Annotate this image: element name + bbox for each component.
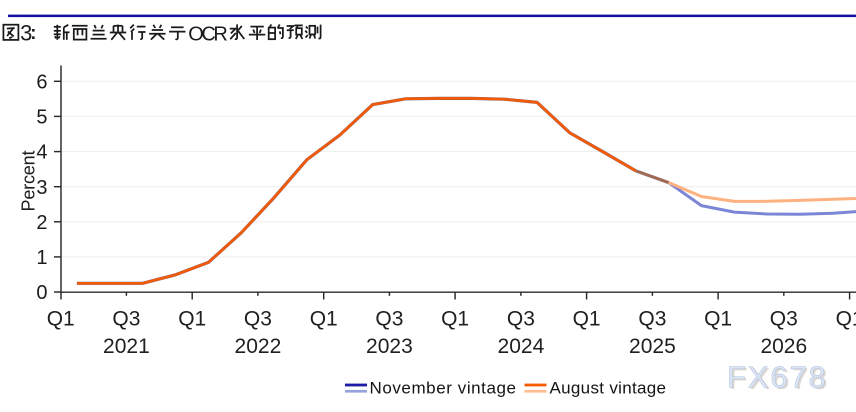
svg-text:1: 1 — [36, 247, 47, 269]
svg-text:2026: 2026 — [760, 335, 807, 358]
svg-text:Q3: Q3 — [507, 308, 535, 331]
svg-text:Q3: Q3 — [375, 308, 403, 331]
svg-text:Q3: Q3 — [770, 308, 798, 331]
svg-text:Q3: Q3 — [244, 308, 272, 331]
svg-text:November vintage: November vintage — [370, 379, 517, 398]
svg-text:FX678: FX678 — [729, 361, 830, 396]
svg-text:6: 6 — [36, 71, 47, 93]
svg-text:August vintage: August vintage — [550, 379, 667, 398]
svg-text:5: 5 — [36, 107, 47, 129]
svg-text:Q1: Q1 — [573, 308, 601, 331]
svg-text:2: 2 — [36, 212, 47, 234]
svg-text:2023: 2023 — [366, 335, 413, 358]
svg-text:Q1: Q1 — [836, 308, 856, 331]
svg-text:FX678: FX678 — [727, 360, 828, 395]
svg-text:0: 0 — [36, 282, 47, 304]
svg-text:Q1: Q1 — [47, 308, 75, 331]
svg-text:Q3: Q3 — [638, 308, 666, 331]
svg-text:Q3: Q3 — [112, 308, 140, 331]
svg-text:3: 3 — [20, 21, 32, 46]
svg-text:4: 4 — [36, 142, 47, 164]
svg-text:2021: 2021 — [103, 335, 150, 358]
svg-text:2024: 2024 — [498, 335, 545, 358]
svg-text:Q1: Q1 — [310, 308, 338, 331]
svg-text:Q1: Q1 — [441, 308, 469, 331]
svg-text:Q1: Q1 — [178, 308, 206, 331]
svg-text:3: 3 — [36, 177, 47, 199]
svg-text:2025: 2025 — [629, 335, 676, 358]
svg-text:Percent: Percent — [19, 151, 39, 212]
svg-text:Q1: Q1 — [704, 308, 732, 331]
svg-text:2022: 2022 — [235, 335, 282, 358]
svg-text:OCR: OCR — [188, 23, 228, 45]
